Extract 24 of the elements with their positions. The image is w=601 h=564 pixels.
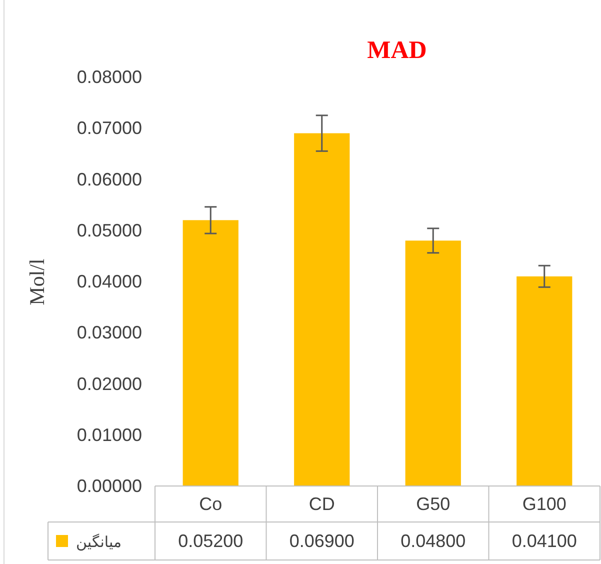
- data-label: 0.04100: [512, 531, 577, 551]
- x-tick-label: G50: [416, 494, 450, 514]
- y-tick-label: 0.04000: [76, 272, 142, 292]
- data-label: 0.04800: [400, 531, 466, 551]
- chart-title: MAD: [367, 37, 427, 64]
- y-tick-label: 0.03000: [76, 322, 142, 343]
- x-tick-label: CD: [308, 494, 335, 514]
- y-tick-label: 0.00000: [76, 476, 142, 496]
- legend-label: میانگین: [76, 533, 122, 551]
- y-axis-title: Mol/l: [25, 258, 49, 306]
- y-tick-label: 0.05000: [76, 220, 142, 240]
- y-tick-label: 0.07000: [76, 118, 142, 138]
- x-tick-label: Co: [199, 494, 222, 514]
- y-tick-label: 0.02000: [76, 374, 142, 394]
- data-label: 0.06900: [289, 531, 354, 551]
- bar: [405, 240, 461, 486]
- data-label: 0.05200: [178, 531, 244, 551]
- bar: [516, 276, 572, 486]
- x-tick-label: G100: [522, 494, 566, 514]
- bar: [182, 220, 238, 486]
- y-tick-label: 0.08000: [76, 67, 142, 87]
- bar: [294, 133, 350, 486]
- y-tick-label: 0.06000: [76, 169, 142, 190]
- y-tick-label: 0.01000: [76, 424, 142, 445]
